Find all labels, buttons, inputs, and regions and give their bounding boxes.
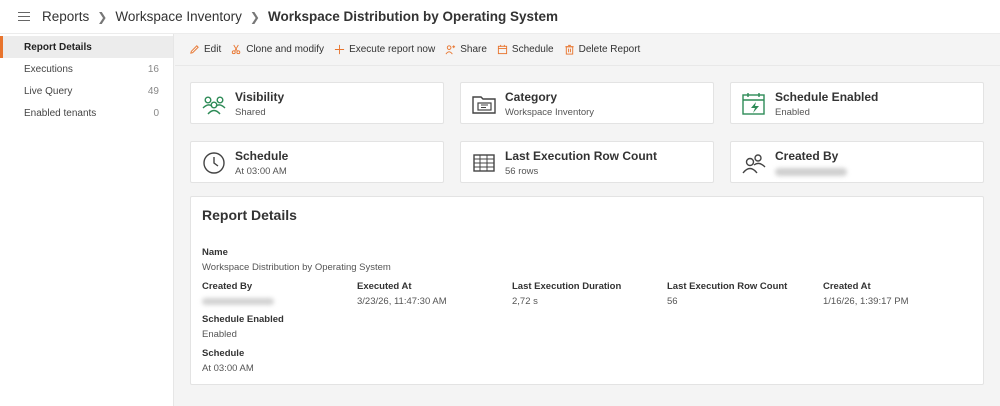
redacted-user: [202, 298, 274, 305]
sidebar: Report Details Executions 16 Live Query …: [0, 34, 174, 406]
top-header: Reports ❯ Workspace Inventory ❯ Workspac…: [0, 0, 1000, 34]
last-row-count-title: Last Execution Row Count: [505, 149, 658, 163]
share-users-icon: [445, 45, 456, 55]
report-details-title: Report Details: [202, 207, 297, 223]
schedule-enabled-value: Enabled: [775, 107, 810, 118]
duration-field: Last Execution Duration 2,72 s: [512, 281, 621, 307]
schedule-label: Schedule: [202, 348, 245, 359]
clock-icon: [203, 152, 225, 174]
schedule-card: Schedule At 03:00 AM: [190, 141, 444, 183]
hamburger-menu-icon[interactable]: [18, 12, 30, 21]
schedule-enabled-field: Schedule Enabled Enabled: [202, 314, 284, 340]
created-at-label: Created At: [823, 281, 871, 292]
row-count-field: Last Execution Row Count 56: [667, 281, 787, 307]
category-title: Category: [505, 90, 558, 104]
name-label: Name: [202, 247, 228, 258]
execute-label: Execute report now: [349, 44, 436, 55]
share-label: Share: [460, 44, 487, 55]
schedule-value: At 03:00 AM: [202, 363, 254, 374]
visibility-card: Visibility Shared: [190, 82, 444, 124]
pencil-icon: [190, 45, 199, 54]
toolbar: Edit Clone and modify Execute report now…: [175, 34, 1000, 66]
sidebar-item-label: Executions: [24, 63, 73, 75]
redacted-user: [775, 168, 847, 176]
table-grid-icon: [473, 154, 495, 172]
category-value: Workspace Inventory: [505, 107, 595, 118]
schedule-enabled-title: Schedule Enabled: [775, 90, 879, 104]
sidebar-item-label: Enabled tenants: [24, 107, 97, 119]
duration-value: 2,72 s: [512, 296, 538, 307]
created-by-label: Created By: [202, 281, 253, 292]
sidebar-item-count: 49: [147, 85, 159, 97]
schedule-label: Schedule: [511, 44, 554, 55]
plus-icon: [334, 44, 345, 55]
created-at-value: 1/16/26, 1:39:17 PM: [823, 296, 909, 307]
schedule-title: Schedule: [235, 149, 289, 163]
edit-button[interactable]: Edit: [189, 44, 221, 55]
edit-label: Edit: [204, 44, 222, 55]
chevron-right-icon: ❯: [249, 9, 260, 24]
clone-label: Clone and modify: [246, 44, 325, 55]
name-value: Workspace Distribution by Operating Syst…: [202, 262, 391, 273]
schedule-button[interactable]: Schedule: [497, 44, 554, 55]
scissors-icon: [232, 44, 241, 55]
users-icon: [742, 154, 766, 174]
sidebar-item-count: 0: [153, 107, 159, 119]
name-field: Name Workspace Distribution by Operating…: [202, 247, 391, 273]
created-by-field: Created By: [202, 281, 274, 308]
schedule-value: At 03:00 AM: [235, 166, 287, 177]
page-title: Workspace Distribution by Operating Syst…: [267, 9, 559, 24]
schedule-field: Schedule At 03:00 AM: [202, 348, 254, 374]
trash-icon: [565, 44, 574, 55]
execute-report-now-button[interactable]: Execute report now: [334, 44, 435, 55]
visibility-title: Visibility: [235, 90, 285, 104]
duration-label: Last Execution Duration: [512, 281, 622, 292]
sidebar-item-enabled-tenants[interactable]: Enabled tenants 0: [0, 102, 173, 124]
sidebar-item-count: 16: [147, 63, 159, 75]
last-row-count-card: Last Execution Row Count 56 rows: [460, 141, 714, 183]
sidebar-item-label: Live Query: [24, 85, 73, 97]
clone-and-modify-button[interactable]: Clone and modify: [231, 44, 324, 55]
calendar-icon: [497, 44, 508, 55]
created-at-field: Created At 1/16/26, 1:39:17 PM: [823, 281, 909, 307]
folder-category-icon: [472, 96, 496, 114]
users-visibility-icon: [202, 96, 226, 115]
schedule-enabled-label: Schedule Enabled: [202, 314, 284, 325]
created-by-title: Created By: [775, 149, 839, 163]
report-details-card: Report Details Name Workspace Distributi…: [190, 196, 984, 385]
row-count-label: Last Execution Row Count: [667, 281, 788, 292]
row-count-value: 56: [667, 296, 678, 307]
sidebar-item-live-query[interactable]: Live Query 49: [0, 80, 173, 102]
visibility-value: Shared: [235, 107, 266, 118]
last-row-count-value: 56 rows: [505, 166, 539, 177]
delete-label: Delete Report: [578, 44, 641, 55]
chevron-right-icon: ❯: [97, 9, 108, 24]
category-card: Category Workspace Inventory: [460, 82, 714, 124]
executed-at-field: Executed At 3/23/26, 11:47:30 AM: [357, 281, 447, 307]
sidebar-item-executions[interactable]: Executions 16: [0, 58, 173, 80]
schedule-enabled-value: Enabled: [202, 329, 237, 340]
calendar-lightning-icon: [742, 93, 765, 115]
breadcrumb-workspace-inventory[interactable]: Workspace Inventory: [115, 9, 242, 24]
share-button[interactable]: Share: [445, 44, 487, 55]
delete-report-button[interactable]: Delete Report: [564, 44, 641, 55]
created-by-card: Created By: [730, 141, 984, 183]
sidebar-item-report-details[interactable]: Report Details: [0, 36, 173, 58]
executed-at-label: Executed At: [357, 281, 412, 292]
schedule-enabled-card: Schedule Enabled Enabled: [730, 82, 984, 124]
executed-at-value: 3/23/26, 11:47:30 AM: [357, 296, 447, 307]
breadcrumb-reports[interactable]: Reports: [42, 9, 90, 24]
sidebar-item-label: Report Details: [24, 41, 92, 53]
